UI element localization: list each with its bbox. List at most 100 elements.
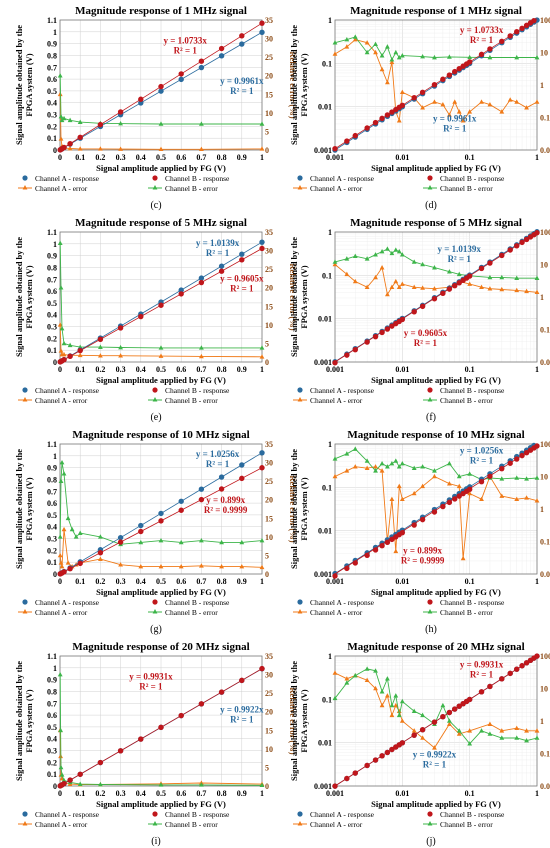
channel-b-response-point bbox=[158, 724, 164, 731]
x-tick-label: 0.2 bbox=[95, 789, 105, 798]
channel-a-error-point bbox=[332, 51, 338, 56]
channel-a-response-point bbox=[138, 522, 144, 529]
x-tick-label: 0.6 bbox=[176, 365, 186, 374]
channel-b-response-point bbox=[523, 450, 530, 456]
y-tick-label: 1 bbox=[328, 440, 332, 449]
y-tick-label: 0.4 bbox=[47, 311, 57, 320]
y-tick-label: 0.2 bbox=[47, 546, 57, 555]
channel-b-error-point bbox=[57, 73, 63, 78]
legend-label: Channel A - error bbox=[310, 608, 363, 617]
channel-b-error-point bbox=[344, 36, 350, 42]
channel-b-error-point bbox=[432, 54, 437, 60]
legend-marker bbox=[297, 609, 303, 614]
channel-b-error-point bbox=[467, 741, 473, 746]
channel-b-error-point bbox=[352, 446, 358, 451]
y-axis-label-line: Signal amplitude obtained by the bbox=[289, 661, 299, 781]
channel-b-error-point bbox=[158, 537, 164, 543]
channel-b-error-point bbox=[59, 325, 65, 331]
channel-a-error-point bbox=[534, 99, 540, 104]
channel-b-response-point bbox=[452, 496, 458, 502]
channel-b-error-point bbox=[411, 259, 417, 264]
channel-b-response-point bbox=[364, 339, 370, 345]
channel-b-error-point bbox=[59, 772, 65, 777]
channel-a-error-point bbox=[332, 473, 338, 479]
chart-panel-4: Magnitude response of 10 MHz signal 0 0.1 0… bbox=[14, 429, 298, 635]
channel-b-error-point bbox=[58, 764, 64, 770]
channel-a-response-point bbox=[218, 53, 225, 59]
y2-tick-label: 1 bbox=[540, 293, 544, 302]
x-tick-label: 0 bbox=[58, 577, 62, 586]
x-tick-label: 0.4 bbox=[136, 789, 146, 798]
legend-marker bbox=[22, 599, 28, 605]
y-axis-label: Signal amplitude obtained by theFPGA sys… bbox=[289, 237, 309, 357]
channel-b-response-point bbox=[507, 247, 513, 253]
channel-b-response-point bbox=[534, 230, 540, 236]
x-tick-label: 1 bbox=[535, 789, 539, 798]
channel-b-response-point bbox=[178, 291, 184, 297]
legend-label: Channel A - error bbox=[35, 820, 88, 829]
channel-b-error-point bbox=[534, 735, 540, 740]
channel-a-response-point bbox=[198, 64, 205, 71]
panel-caption: (c) bbox=[150, 200, 161, 211]
x-axis-label: Signal amplitude applied by FG (V) bbox=[371, 799, 501, 809]
y-axis-label-line: FPGA system (V) bbox=[24, 477, 34, 540]
channel-b-error-point bbox=[364, 49, 370, 55]
channel-b-response-point bbox=[77, 560, 83, 567]
plot-area-frame bbox=[59, 231, 263, 363]
channel-b-response-point bbox=[384, 749, 391, 756]
legend-marker bbox=[152, 599, 158, 605]
channel-b-error-point bbox=[479, 728, 484, 733]
channel-b-r-squared: R² = 0.9999 bbox=[401, 555, 445, 565]
x-tick-label: 0.9 bbox=[237, 789, 247, 798]
chart-title: Magnitude response of 20 MHz signal bbox=[72, 641, 249, 653]
channel-a-response-point bbox=[158, 510, 164, 517]
channel-b-response-point bbox=[352, 560, 358, 566]
y-tick-label: 0.01 bbox=[318, 103, 332, 112]
x-tick-label: 0.8 bbox=[217, 153, 227, 162]
channel-b-error-point bbox=[393, 247, 399, 252]
channel-b-response-point bbox=[198, 58, 205, 64]
x-tick-label: 0.3 bbox=[116, 789, 126, 798]
channel-b-response-point bbox=[97, 121, 104, 128]
legend-marker bbox=[152, 185, 158, 190]
panel-caption: (d) bbox=[425, 200, 437, 211]
channel-b-error-point bbox=[344, 451, 350, 456]
legend-marker bbox=[427, 609, 433, 614]
channel-a-error-point bbox=[446, 481, 452, 486]
y2-tick-label: 0.01 bbox=[540, 146, 550, 155]
channel-a-equation: y = 1.0139x bbox=[438, 244, 482, 254]
channel-b-response-point bbox=[97, 336, 104, 342]
channel-a-r-squared: R² = 1 bbox=[230, 715, 254, 725]
channel-a-error-point bbox=[514, 99, 520, 104]
y-tick-label: 0.4 bbox=[47, 99, 57, 108]
y-tick-label: 1 bbox=[328, 16, 332, 25]
channel-b-response-point bbox=[344, 775, 350, 782]
channel-a-error-point bbox=[65, 560, 71, 565]
chart-panel-7: Magnitude response of 20 MHz signal 0.001… bbox=[289, 641, 550, 847]
channel-a-error-point bbox=[446, 721, 452, 726]
channel-a-error-point bbox=[57, 552, 63, 558]
chart-panel-0: Magnitude response of 1 MHz signal 0 0.1 0.… bbox=[14, 5, 298, 211]
legend-marker bbox=[297, 599, 303, 605]
x-axis-label: Signal amplitude applied by FG (V) bbox=[371, 375, 501, 385]
channel-a-error-point bbox=[344, 468, 350, 473]
channel-b-response-point bbox=[446, 72, 453, 78]
x-tick-label: 0.5 bbox=[156, 789, 166, 798]
y-tick-label: 0.8 bbox=[47, 263, 57, 272]
channel-b-response-point bbox=[117, 539, 124, 545]
y-axis-label: Signal amplitude obtained by theFPGA sys… bbox=[289, 449, 309, 569]
channel-b-response-point bbox=[487, 683, 493, 690]
channel-b-response-point bbox=[499, 38, 505, 45]
y2-tick-label: 20 bbox=[265, 496, 273, 505]
channel-b-error-point bbox=[65, 515, 71, 521]
y2-axis-label: Relative error (%) bbox=[288, 687, 298, 754]
channel-b-response-point bbox=[61, 144, 67, 151]
channel-b-response-point bbox=[446, 709, 453, 716]
y2-tick-label: 10 bbox=[540, 261, 548, 270]
channel-b-response-point bbox=[466, 273, 473, 279]
channel-b-response-point bbox=[67, 353, 73, 360]
channel-a-r-squared: R² = 1 bbox=[443, 124, 467, 134]
channel-a-error-point bbox=[61, 526, 67, 532]
channel-b-r-squared: R² = 0.9999 bbox=[204, 505, 248, 515]
channel-a-error-point bbox=[344, 271, 350, 277]
